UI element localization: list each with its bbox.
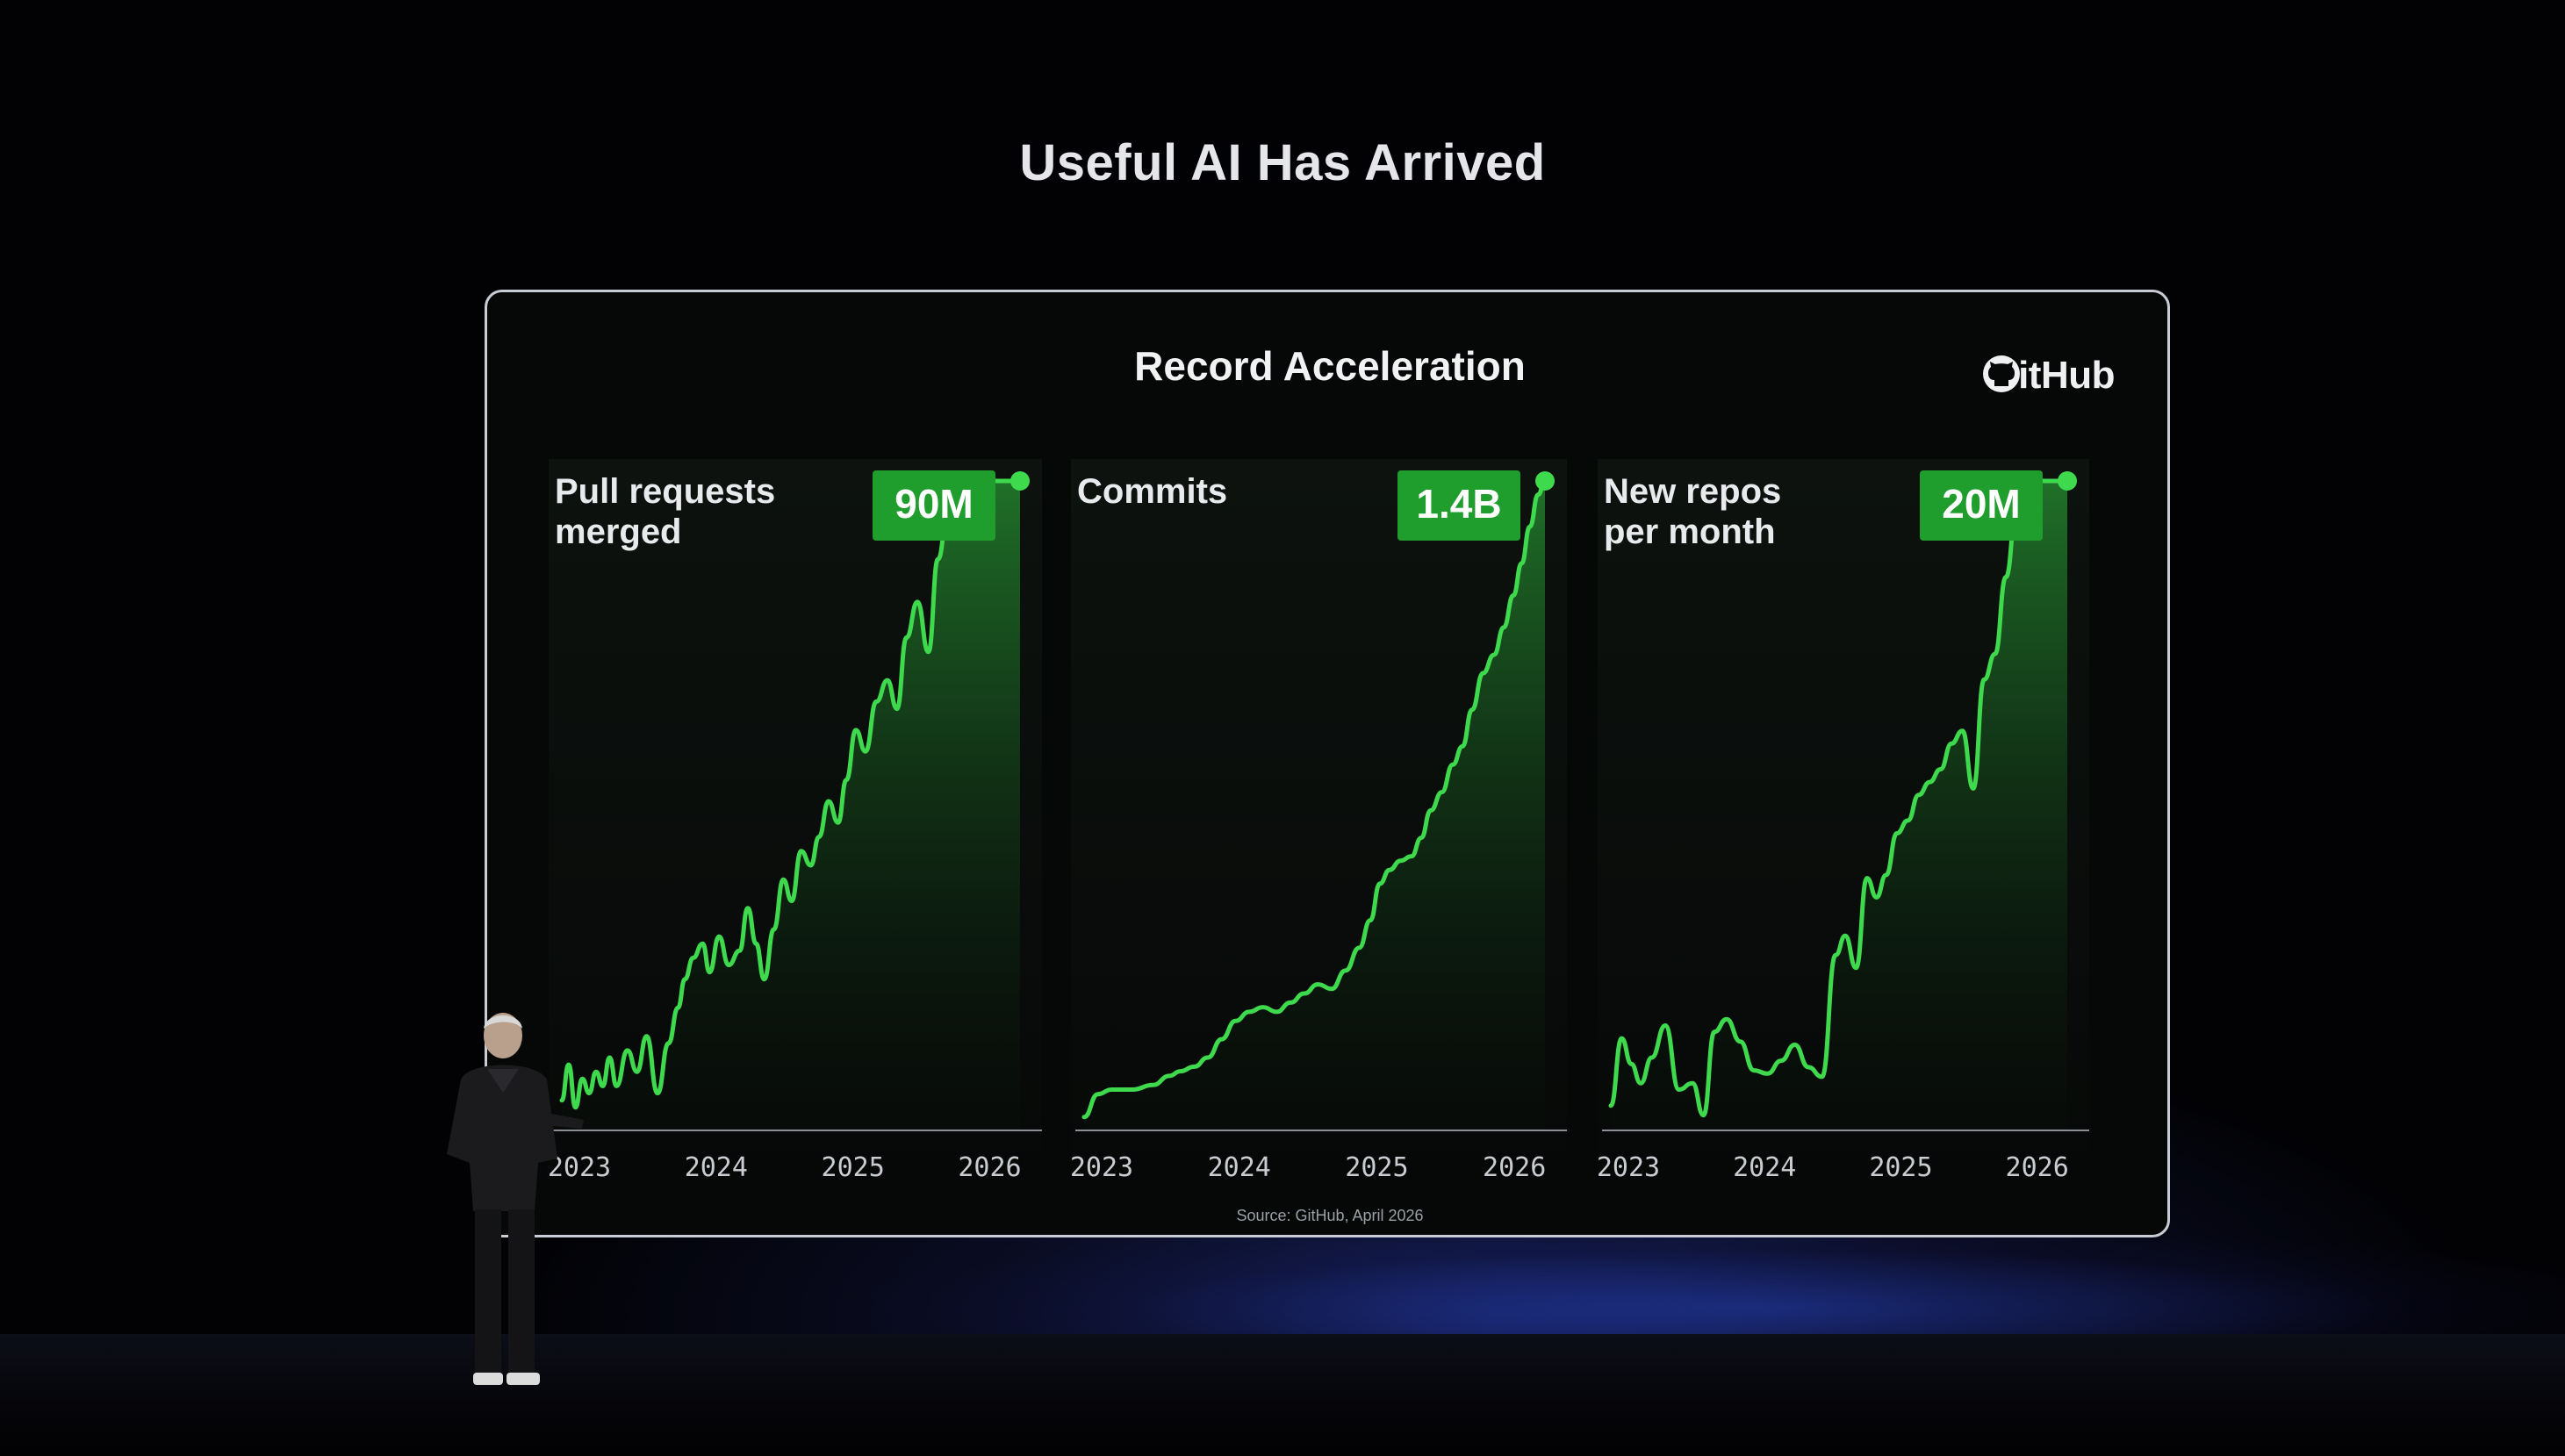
value-badge-label: 20M: [1942, 481, 2020, 527]
panel-title-line: merged: [555, 513, 682, 551]
github-octocat-icon: [1983, 355, 2021, 392]
series-line: [1081, 478, 1548, 1120]
value-badge-label: 90M: [895, 481, 973, 527]
panel-title-line: New repos: [1604, 472, 1781, 511]
chart-panel-3: New repos per month 20M 2023 2024 2025 2026: [1597, 459, 2089, 1183]
value-badge: [873, 470, 995, 541]
panel-title: New repos per month: [1604, 472, 1781, 551]
panel-title-line: Commits: [1077, 472, 1227, 511]
x-tick-label: 2025: [1869, 1152, 1932, 1183]
series-line: [1608, 478, 2070, 1118]
x-tick-label: 2024: [1733, 1152, 1796, 1183]
value-badge: [1920, 470, 2043, 541]
source-note: Source: GitHub, April 2026: [1236, 1207, 1423, 1224]
x-tick-label: 2023: [1070, 1152, 1133, 1183]
x-tick-label: 2024: [1208, 1152, 1271, 1183]
chart-panel-1: Pull requests merged 90M 2023 2024 2025 2026: [548, 459, 1042, 1183]
series-area: [1084, 481, 1545, 1130]
x-tick-label: 2026: [2006, 1152, 2069, 1183]
presenter-figure: [447, 1013, 584, 1385]
panel-title-line: Pull requests: [555, 472, 775, 511]
series-line: [559, 478, 1023, 1110]
value-badge-label: 1.4B: [1416, 481, 1501, 527]
panel-title: Pull requests merged: [555, 472, 775, 551]
series-area: [1611, 481, 2067, 1130]
series-end-point: [1010, 471, 1030, 491]
x-tick-label: 2023: [548, 1152, 611, 1183]
x-tick-label: 2026: [958, 1152, 1021, 1183]
series-end-point: [1535, 471, 1555, 491]
chart-panel-2: Commits 1.4B 2023 2024 2025 2026: [1070, 459, 1567, 1183]
panel-title: Commits: [1077, 472, 1227, 511]
series-end-point: [2058, 471, 2077, 491]
panel-title-line: per month: [1604, 513, 1776, 551]
chart-title: Record Acceleration: [1134, 343, 1526, 389]
x-tick-label: 2024: [685, 1152, 748, 1183]
github-logo: GitHub: [1981, 354, 2115, 398]
chart-canvas: Record Acceleration Source: GitHub, Apri…: [548, 343, 2089, 1224]
slide-headline: Useful AI Has Arrived: [1019, 134, 1546, 191]
chart-screen: Record Acceleration Source: GitHub, Apri…: [485, 290, 2170, 1237]
x-tick-label: 2025: [1345, 1152, 1408, 1183]
x-tick-label: 2025: [822, 1152, 885, 1183]
value-badge: [1397, 470, 1520, 541]
x-tick-label: 2023: [1597, 1152, 1660, 1183]
x-tick-label: 2026: [1483, 1152, 1546, 1183]
stage-floor: [0, 1334, 2565, 1456]
